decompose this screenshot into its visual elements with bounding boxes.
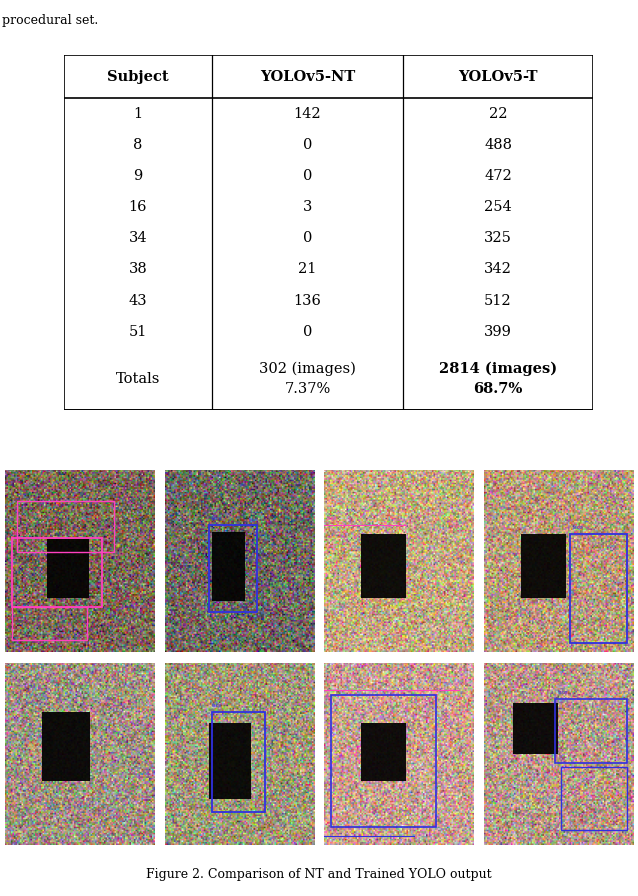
Bar: [521, 534, 566, 598]
Text: 34: 34: [129, 231, 147, 246]
Text: face: face: [573, 525, 584, 530]
Bar: [555, 699, 627, 762]
Text: 9: 9: [133, 169, 142, 183]
Bar: [361, 723, 406, 781]
Text: 22: 22: [489, 107, 507, 121]
Text: 1: 1: [133, 107, 142, 121]
Text: 38: 38: [129, 263, 147, 277]
Text: 2814 (images)
68.7%: 2814 (images) 68.7%: [439, 362, 557, 396]
Text: 488: 488: [484, 138, 512, 152]
Text: face: face: [212, 516, 223, 521]
Text: face: face: [13, 530, 23, 536]
Bar: [332, 695, 436, 827]
Bar: [47, 539, 89, 598]
Text: 0: 0: [302, 138, 312, 152]
Text: YOLOv5-NT: YOLOv5-NT: [260, 70, 355, 83]
Text: 142: 142: [293, 107, 321, 121]
Text: 21: 21: [298, 263, 316, 277]
Text: 43: 43: [129, 294, 147, 307]
Text: 399: 399: [484, 324, 512, 339]
Text: face: face: [327, 516, 338, 521]
Text: 512: 512: [484, 294, 512, 307]
Text: 0: 0: [302, 324, 312, 339]
Text: 472: 472: [484, 169, 512, 183]
Text: YOLOv5-T: YOLOv5-T: [458, 70, 538, 83]
Text: procedural set.: procedural set.: [2, 14, 98, 27]
Text: Figure 2. Comparison of NT and Trained YOLO output: Figure 2. Comparison of NT and Trained Y…: [146, 868, 492, 881]
Bar: [17, 501, 114, 552]
Bar: [570, 534, 627, 643]
Text: 302 (images)
7.37%: 302 (images) 7.37%: [259, 362, 356, 396]
Bar: [361, 534, 406, 598]
Bar: [209, 525, 257, 612]
Bar: [42, 711, 90, 781]
Text: Totals: Totals: [115, 372, 160, 385]
Bar: [212, 532, 245, 601]
Bar: [13, 538, 102, 607]
Text: 0: 0: [302, 169, 312, 183]
Text: 325: 325: [484, 231, 512, 246]
Bar: [514, 702, 558, 754]
Text: Subject: Subject: [107, 70, 168, 83]
Text: face: face: [558, 690, 568, 695]
Bar: [212, 711, 265, 812]
Text: 254: 254: [484, 200, 512, 214]
Bar: [209, 723, 251, 799]
Bar: [561, 766, 627, 831]
Text: 16: 16: [129, 200, 147, 214]
Text: face: face: [212, 703, 223, 708]
Text: 342: 342: [484, 263, 512, 277]
Text: 3: 3: [302, 200, 312, 214]
Text: 51: 51: [129, 324, 147, 339]
Text: 8: 8: [133, 138, 143, 152]
Text: face: face: [327, 679, 338, 685]
Bar: [13, 607, 87, 640]
Text: 0: 0: [302, 231, 312, 246]
Text: 136: 136: [293, 294, 322, 307]
